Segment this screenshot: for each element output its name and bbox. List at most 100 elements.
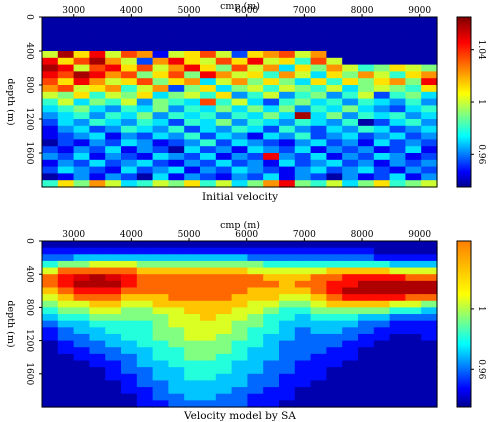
heatmap-cell [215,91,233,100]
heatmap-cell [389,300,406,308]
heatmap-cell [89,314,106,322]
heatmap-cell [263,373,280,382]
heatmap-cell [421,78,438,86]
heatmap-cell [389,71,406,79]
heatmap-cell [136,393,154,401]
heatmap-cell [279,85,296,93]
heatmap-cell [358,105,375,113]
heatmap-cell [389,347,406,355]
heatmap-cell [89,254,106,262]
heatmap-cell [247,327,264,335]
heatmap-cell [279,146,296,154]
heatmap-cell [247,180,264,188]
heatmap-cell [57,333,75,342]
heatmap-cell [279,241,296,249]
heatmap-cell [231,367,248,375]
heatmap-cell [310,247,327,255]
heatmap-cell [358,91,375,100]
heatmap-cell [152,112,169,120]
heatmap-cell [247,340,264,348]
colorbar-gradient [456,16,472,188]
heatmap-cell [326,353,343,362]
x-axis-label: cmp (m) [220,220,260,231]
heatmap-cell [405,17,422,25]
colorbar: 1.04 1 0.96 [456,16,486,188]
heatmap-cell [358,119,375,127]
heatmap-cell [405,37,422,45]
heatmap-cell [389,393,406,401]
heatmap-cell [247,30,264,38]
heatmap-cell [342,347,359,355]
heatmap-cell [263,247,280,255]
heatmap-cell [184,57,201,66]
heatmap-cell [136,173,154,181]
heatmap-cell [184,287,201,295]
heatmap-cell [73,23,90,32]
heatmap-cell [405,327,422,335]
heatmap-cell [373,320,391,328]
heatmap-cell [184,320,201,328]
heatmap-cell [136,333,154,342]
heatmap-cell [105,360,122,368]
heatmap-cell [263,64,280,72]
heatmap-cell [184,153,201,161]
heatmap-cell [136,159,154,168]
heatmap-cell [405,280,422,289]
heatmap-cell [121,314,138,322]
heatmap-cell [73,267,90,275]
heatmap-cell [168,340,185,348]
y-tick-label: 0 [24,14,34,20]
heatmap-cell [231,119,248,127]
heatmap-cell [326,51,343,59]
heatmap-cell [247,300,264,308]
heatmap-cell [215,132,233,140]
heatmap-cell [57,347,75,355]
heatmap-cell [326,180,343,188]
heatmap-cell [57,166,75,174]
heatmap-cell [358,139,375,147]
heatmap-cell [263,314,280,322]
heatmap-cell [42,139,59,147]
heatmap-cell [231,387,248,395]
heatmap-cell [105,85,122,93]
heatmap-cell [247,393,264,401]
heatmap-cell [42,373,59,382]
heatmap-cell [168,247,185,255]
heatmap-cell [247,241,264,249]
heatmap-cell [231,57,248,66]
heatmap-cell [247,91,264,100]
heatmap-cell [231,274,248,282]
heatmap-cell [184,393,201,401]
heatmap-cell [136,327,154,335]
heatmap-cell [152,166,169,174]
heatmap-cell [73,30,90,38]
heatmap-cell [310,393,327,401]
heatmap-cell [263,44,280,52]
heatmap-cell [263,274,280,282]
heatmap-cell [42,400,59,408]
heatmap-cell [279,314,296,322]
heatmap-cell [136,139,154,147]
heatmap-cell [200,387,217,395]
heatmap-cell [421,71,438,79]
heatmap-cell [405,91,422,100]
heatmap-cell [89,387,106,395]
heatmap-cell [136,241,154,249]
heatmap-cell [279,347,296,355]
heatmap-cell [136,119,154,127]
heatmap-cell [152,367,169,375]
heatmap-cell [73,254,90,262]
heatmap-cell [279,280,296,289]
heatmap-cell [358,260,375,269]
heatmap-cell [342,400,359,408]
heatmap-cell [358,23,375,32]
heatmap-cell [215,71,233,79]
heatmap-cell [89,125,106,134]
heatmap-cell [358,37,375,45]
heatmap-cell [184,373,201,382]
heatmap-cell [231,380,248,388]
heatmap-cell [105,132,122,140]
heatmap-cell [294,367,312,375]
heatmap-cell [215,159,233,168]
heatmap-cell [358,274,375,282]
